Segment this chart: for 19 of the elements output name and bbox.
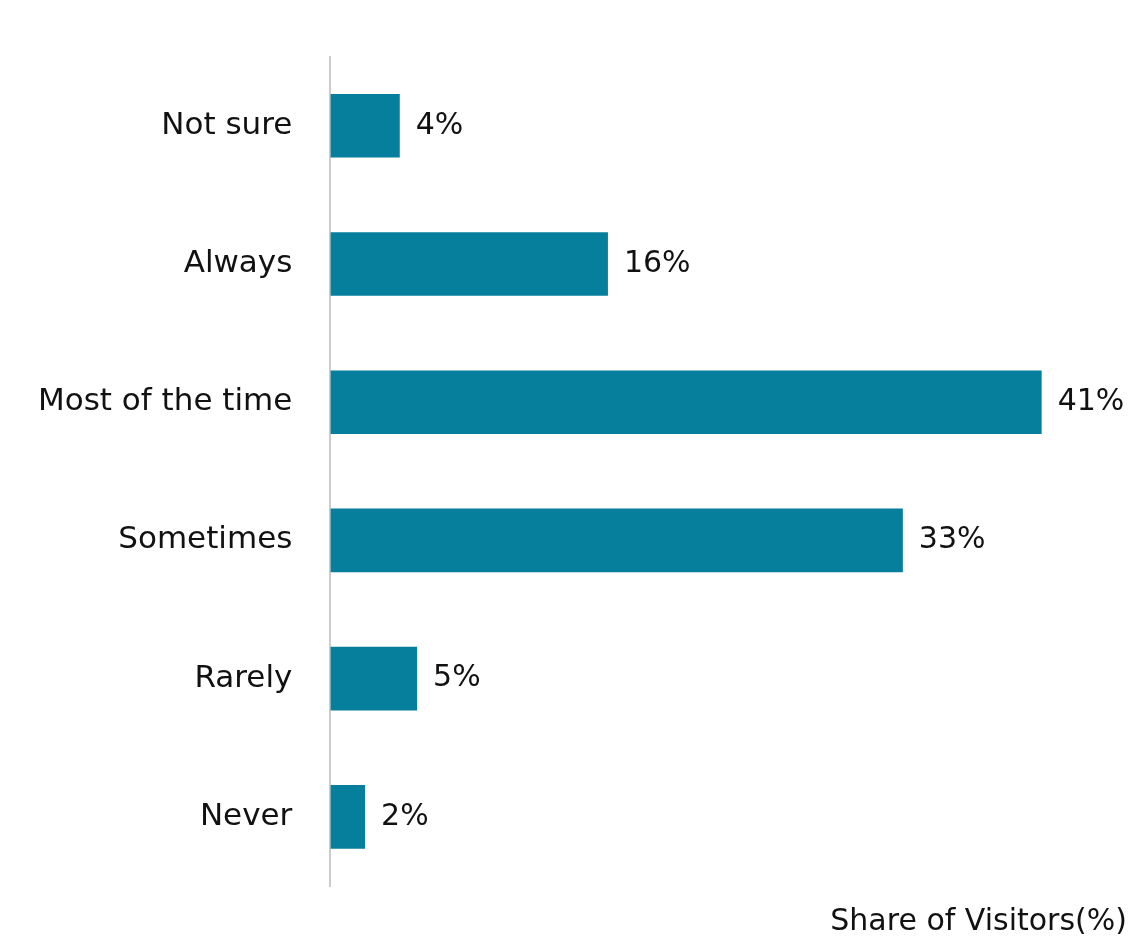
bar — [330, 508, 903, 573]
y-tick-label: Always — [183, 243, 293, 279]
y-tick-label: Sometimes — [118, 519, 293, 556]
bar — [330, 785, 366, 849]
y-tick-label: Not sure — [161, 104, 293, 141]
x-axis-title: Share of Visitors(%) — [830, 901, 1127, 937]
data-label: 5% — [433, 658, 481, 694]
y-tick-label: Never — [199, 795, 293, 832]
data-label: 16% — [623, 243, 691, 279]
y-tick-label: Rarely — [194, 657, 293, 694]
bar — [330, 370, 1042, 434]
y-tick-label: Most of the time — [38, 381, 293, 418]
bar — [330, 93, 400, 158]
bar — [330, 646, 418, 711]
data-label: 4% — [415, 105, 464, 141]
bar — [330, 232, 608, 296]
data-label: 2% — [381, 796, 429, 832]
data-label: 33% — [918, 520, 986, 556]
data-label: 41% — [1057, 381, 1125, 417]
